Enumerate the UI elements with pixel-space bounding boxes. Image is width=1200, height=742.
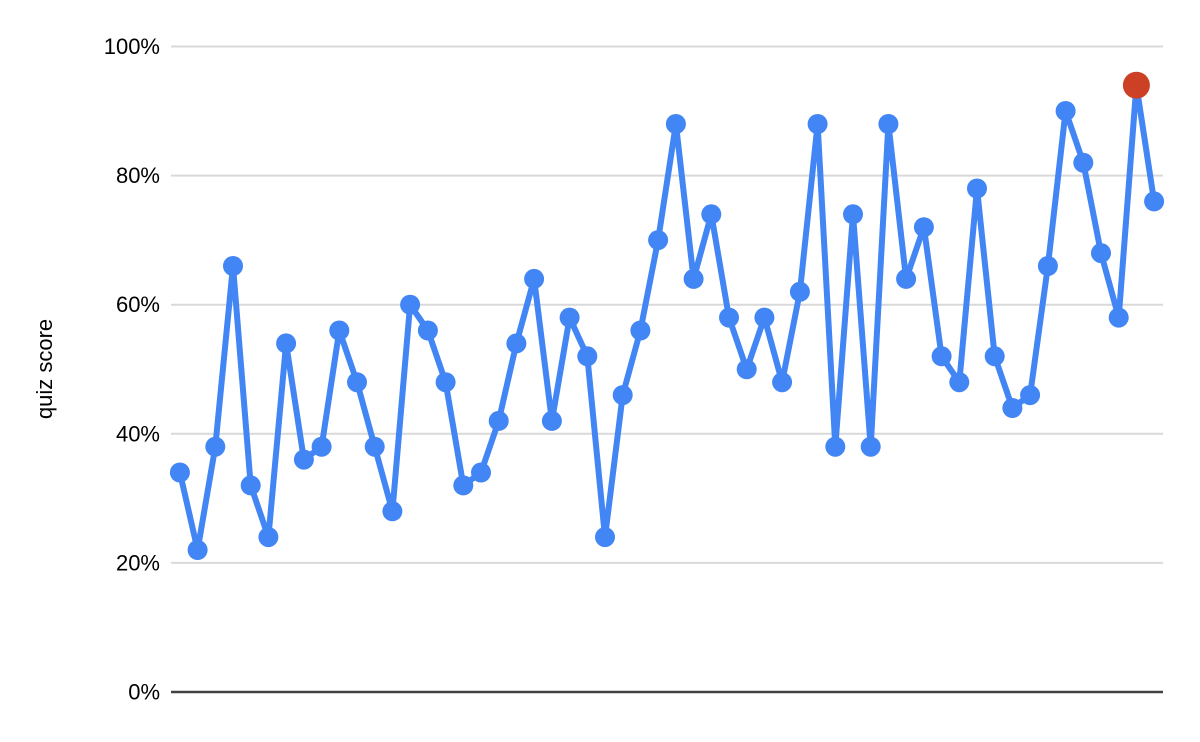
data-point[interactable] (984, 346, 1005, 367)
data-point[interactable] (1055, 101, 1076, 121)
data-point[interactable] (843, 204, 863, 225)
data-point[interactable] (683, 268, 704, 289)
data-point[interactable] (630, 320, 651, 341)
data-point[interactable] (1108, 307, 1129, 328)
data-point[interactable] (577, 346, 598, 367)
highlighted-data-point[interactable] (1122, 71, 1150, 99)
data-point[interactable] (293, 449, 314, 470)
data-point[interactable] (435, 372, 456, 393)
data-point[interactable] (612, 385, 633, 406)
ytick-label: 80% (116, 163, 160, 188)
data-point[interactable] (595, 527, 615, 548)
data-point[interactable] (1073, 152, 1094, 173)
data-point[interactable] (1144, 191, 1165, 212)
data-point[interactable] (719, 307, 739, 328)
data-point[interactable] (223, 256, 243, 276)
data-point[interactable] (506, 333, 527, 354)
data-point[interactable] (701, 204, 722, 225)
data-point[interactable] (417, 320, 438, 341)
data-point[interactable] (382, 501, 403, 522)
data-point[interactable] (240, 475, 261, 496)
data-point[interactable] (205, 436, 226, 457)
ytick-label: 20% (116, 550, 160, 575)
data-point[interactable] (1091, 243, 1111, 264)
data-point[interactable] (665, 114, 686, 134)
data-point[interactable] (311, 436, 332, 457)
data-point[interactable] (967, 178, 987, 199)
data-point[interactable] (878, 114, 899, 134)
data-point[interactable] (949, 372, 970, 393)
data-point[interactable] (860, 436, 881, 457)
data-point[interactable] (453, 475, 474, 496)
data-point[interactable] (347, 372, 367, 393)
y-axis-title: quiz score (32, 319, 57, 419)
data-point[interactable] (524, 268, 545, 289)
data-point[interactable] (648, 230, 669, 251)
ytick-label: 40% (116, 421, 160, 446)
data-point[interactable] (541, 410, 562, 431)
data-point[interactable] (896, 268, 917, 289)
series-group (169, 71, 1165, 560)
data-point[interactable] (187, 540, 208, 560)
data-point[interactable] (559, 307, 580, 328)
ytick-label: 0% (128, 680, 160, 705)
data-point[interactable] (772, 372, 793, 393)
data-point[interactable] (1002, 398, 1023, 418)
data-point[interactable] (471, 462, 491, 483)
data-point[interactable] (400, 294, 421, 315)
data-point[interactable] (807, 114, 828, 134)
data-point[interactable] (488, 410, 509, 431)
data-point[interactable] (913, 217, 934, 238)
data-point[interactable] (276, 333, 297, 354)
data-point[interactable] (364, 436, 385, 457)
ytick-label: 60% (116, 292, 160, 317)
data-point[interactable] (754, 307, 775, 328)
data-point[interactable] (931, 346, 952, 367)
series-line (176, 82, 1158, 553)
ytick-labels: 0% 20% 40% 60% 80% 100% (104, 34, 160, 705)
data-point[interactable] (329, 320, 350, 341)
data-point[interactable] (258, 527, 279, 548)
data-point[interactable] (789, 281, 810, 302)
ytick-label: 100% (104, 34, 160, 59)
data-point[interactable] (825, 436, 846, 457)
data-point[interactable] (1037, 256, 1058, 276)
data-point[interactable] (736, 359, 757, 380)
gridlines (171, 45, 1163, 694)
data-point[interactable] (169, 462, 190, 483)
data-point[interactable] (1020, 385, 1041, 406)
